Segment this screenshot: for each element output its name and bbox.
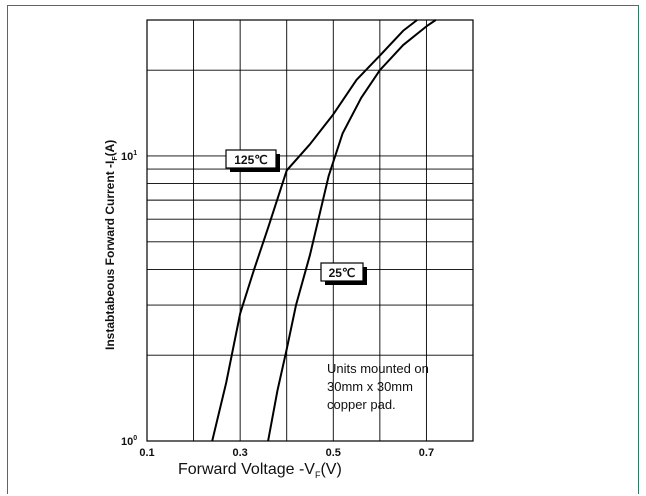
- label-box: [225, 149, 277, 169]
- grid: [147, 20, 473, 441]
- y-axis-label-sub: F: [112, 156, 119, 161]
- series-line-25c: [267, 19, 437, 442]
- label-text: 125℃: [234, 153, 268, 167]
- curves: [211, 19, 437, 442]
- x-tick-label: 0.1: [139, 447, 154, 459]
- series-labels: 125℃ 25℃: [225, 149, 367, 285]
- y-tick-label: 100: [121, 435, 137, 448]
- y-tick-labels: 100 101: [121, 150, 137, 448]
- series-line-125c: [211, 19, 418, 442]
- label-box: [320, 262, 364, 282]
- annotation-line-3: copper pad.: [327, 397, 396, 412]
- y-tick-label: 101: [121, 150, 137, 163]
- x-tick-labels: 0.1 0.3 0.5 0.7: [139, 447, 434, 459]
- annotation-line-1: Units mounted on: [327, 361, 429, 376]
- x-axis-label-sub: F: [315, 470, 321, 480]
- figure-frame: [7, 5, 639, 494]
- x-axis-label-main: Forward Voltage -V: [178, 461, 315, 478]
- series-label-25c: 25℃: [320, 262, 367, 285]
- x-axis-label-unit: (V): [320, 461, 341, 478]
- label-text: 25℃: [329, 266, 356, 280]
- series-label-125c: 125℃: [225, 149, 280, 172]
- x-tick-label: 0.3: [232, 447, 247, 459]
- annotation-line-2: 30mm x 30mm: [327, 379, 413, 394]
- x-axis-label: Forward Voltage -VF(V): [178, 461, 342, 480]
- y-axis-label-unit: (A): [103, 140, 117, 157]
- x-tick-label: 0.5: [326, 447, 341, 459]
- plot-border: [146, 19, 474, 442]
- x-tick-label: 0.7: [419, 447, 434, 459]
- y-axis-label: Instabtabeous Forward Current -IF(A): [103, 140, 119, 350]
- y-axis-label-main: Instabtabeous Forward Current -I: [103, 161, 117, 350]
